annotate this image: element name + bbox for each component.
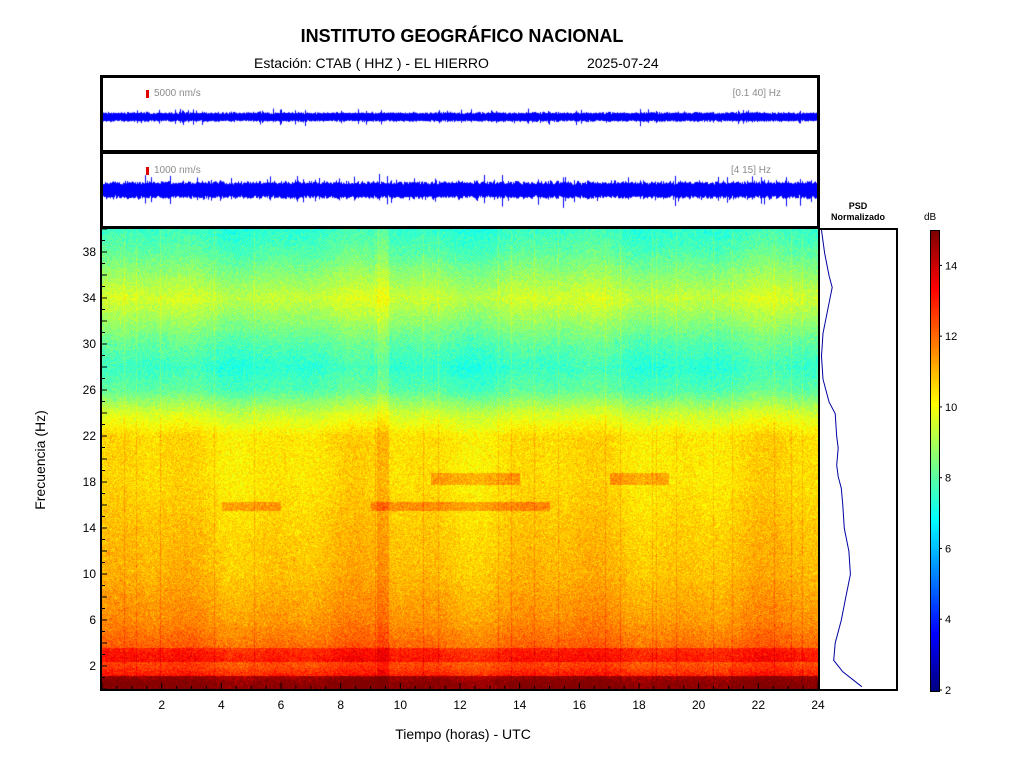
x-tick-label: 18 [632,698,646,712]
seismogram-panel-broadband: 5000 nm/s [0.1 40] Hz [100,75,820,153]
frequency-band-label: [4 15] Hz [730,165,771,176]
psd-line [820,230,863,688]
y-tick-label: 30 [83,337,97,351]
x-tick-label: 20 [692,698,706,712]
y-tick-label: 34 [83,291,97,305]
colorbar-tick-label: 14 [945,260,957,272]
colorbar-tick-label: 6 [945,543,951,555]
psd-title: PSD Normalizado [818,201,898,223]
amplitude-scale-label: 5000 nm/s [154,88,201,99]
seismogram-panel-filtered: 1000 nm/s [4 15] Hz [100,151,820,229]
amplitude-scale-marker [146,90,149,98]
y-tick-label: 2 [89,659,96,673]
station-label: Estación: CTAB ( HHZ ) - EL HIERRO [254,55,489,71]
colorbar-tick-label: 12 [945,331,957,343]
amplitude-scale-label: 1000 nm/s [154,165,201,176]
x-tick-label: 16 [573,698,587,712]
x-tick-label: 12 [453,698,467,712]
seismogram-trace-filtered [103,154,817,226]
colorbar-title: dB [924,212,937,223]
colorbar-tick-label: 10 [945,402,957,414]
spectrogram-panel [100,227,820,691]
y-tick-label: 18 [83,475,97,489]
x-tick-label: 24 [811,698,825,712]
y-tick-label: 6 [89,613,96,627]
frequency-band-label: [0.1 40] Hz [732,88,781,99]
x-tick-label: 8 [337,698,344,712]
colorbar-ticks: 2 4 6 8 10 12 14 [939,260,957,697]
x-tick-label: 2 [158,698,165,712]
y-tick-label: 14 [83,521,97,535]
y-tick-label: 38 [83,245,97,259]
date-label: 2025-07-24 [587,55,659,71]
y-axis-label: Frecuencia (Hz) [32,410,48,510]
colorbar-tick-label: 8 [945,473,951,485]
psd-plot [820,230,863,688]
x-tick-label: 4 [218,698,225,712]
psd-title-line: PSD [848,201,868,211]
colorbar-tick-label: 2 [945,685,951,697]
x-tick-label: 10 [394,698,408,712]
spectrogram-heatmap [102,229,818,689]
x-tick-label: 6 [278,698,285,712]
y-tick-label: 10 [83,567,97,581]
x-axis-label: Tiempo (horas) - UTC [395,726,531,742]
y-tick-label: 22 [83,429,97,443]
amplitude-scale-marker [146,167,149,175]
page-title: INSTITUTO GEOGRÁFICO NACIONAL [300,26,624,46]
psd-panel [818,228,898,691]
x-tick-label: 22 [752,698,766,712]
psd-title-line: Normalizado [830,212,885,222]
y-tick-label: 26 [83,383,97,397]
colorbar [930,230,940,692]
x-tick-label: 14 [513,698,527,712]
seismogram-trace-broadband [103,78,817,150]
colorbar-tick-label: 4 [945,614,951,626]
